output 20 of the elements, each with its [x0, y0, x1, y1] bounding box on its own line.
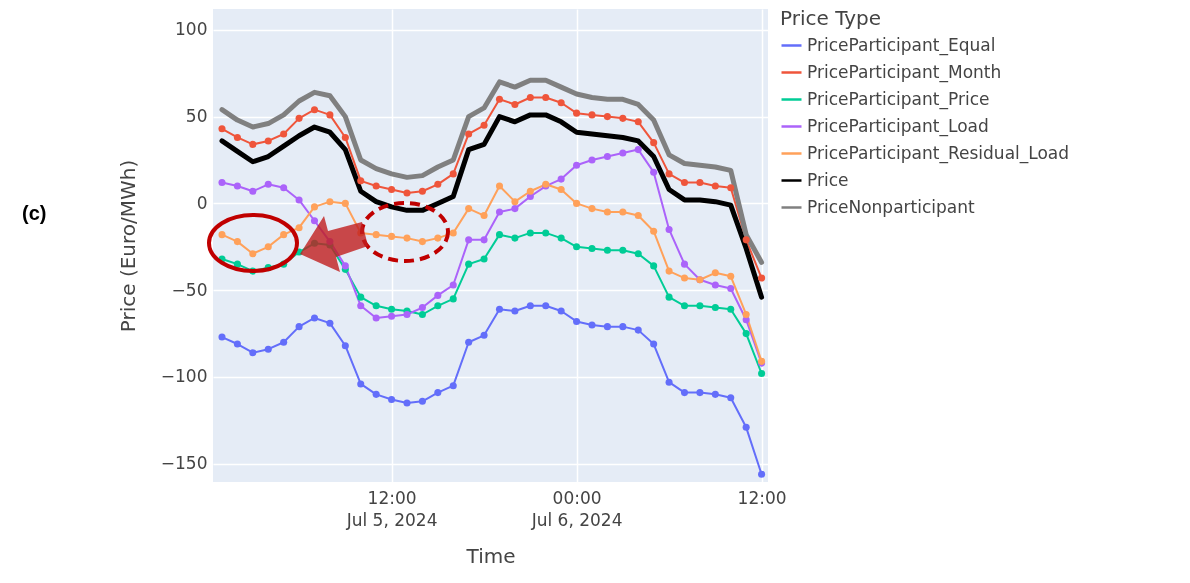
legend-label: Price [807, 169, 849, 190]
x-tick-label: 12:00 Jul 5, 2024 [345, 487, 438, 530]
legend-title: Price Type [780, 6, 882, 30]
y-tick-label: 50 [185, 106, 208, 127]
legend-label: PriceParticipant_Residual_Load [807, 142, 1070, 164]
y-tick-label: −150 [160, 453, 208, 474]
y-axis-title: Price (Euro/MWh) [115, 159, 140, 333]
legend-label: PriceParticipant_Price [807, 88, 990, 110]
x-tick-label: 12:00 [737, 487, 787, 508]
y-tick-label: −50 [171, 279, 208, 300]
x-tick-label: 00:00 Jul 6, 2024 [530, 487, 623, 530]
legend-label: PriceParticipant_Month [807, 61, 1002, 83]
y-tick-label: 0 [196, 192, 208, 213]
text: (c) [22, 202, 47, 225]
legend-label: PriceNonparticipant [807, 196, 975, 217]
legend-label: PriceParticipant_Load [807, 115, 989, 137]
y-tick-label: −100 [160, 366, 208, 387]
legend-label: PriceParticipant_Equal [807, 34, 996, 56]
x-axis-title: Time [465, 543, 516, 568]
y-tick-label: 100 [175, 19, 208, 40]
